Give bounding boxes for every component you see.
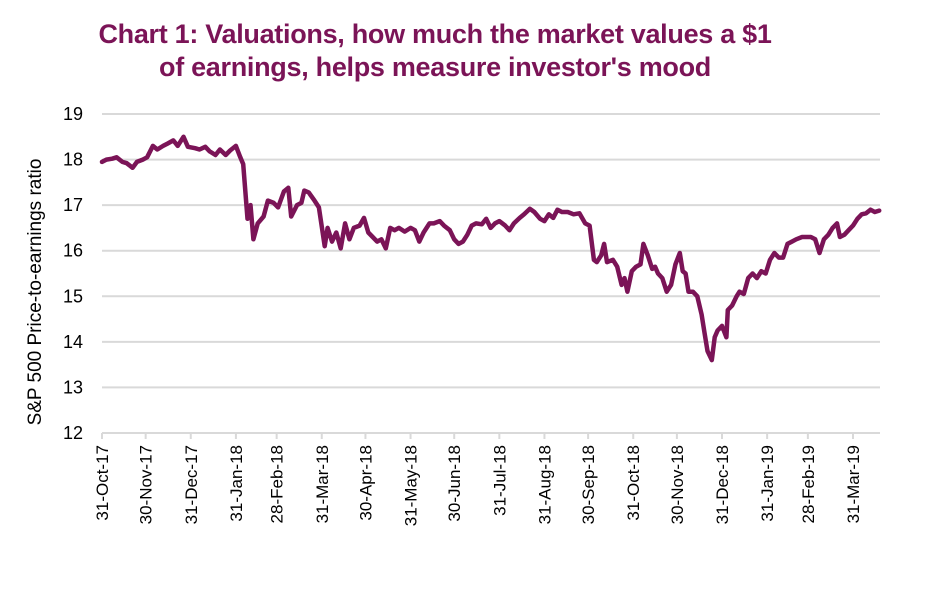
x-axis-tick-labels: 31-Oct-17 30-Nov-17 31-Dec-17 31-Jan-18 28-F… bbox=[93, 445, 863, 526]
chart-title: Chart 1: Valuations, how much the market… bbox=[40, 18, 830, 84]
x-tick-label: 30-Sep-18 bbox=[579, 445, 598, 524]
y-axis-tick-labels: 12 13 14 15 16 17 18 19 bbox=[63, 104, 83, 443]
y-tick-label-17: 17 bbox=[63, 195, 83, 215]
x-tick-label: 30-Jun-18 bbox=[445, 445, 464, 522]
gridlines bbox=[102, 113, 880, 389]
y-tick-label-19: 19 bbox=[63, 104, 83, 124]
x-tick-label: 31-Oct-18 bbox=[624, 445, 643, 521]
chart-title-line-1: Chart 1: Valuations, how much the market… bbox=[98, 19, 772, 49]
x-tick-label: 31-Dec-17 bbox=[182, 445, 201, 524]
series-line-pe-ratio bbox=[99, 134, 882, 363]
x-tick-label: 31-Dec-18 bbox=[713, 445, 732, 524]
x-tick-label: 31-Jan-19 bbox=[758, 445, 777, 522]
y-tick-label-15: 15 bbox=[63, 286, 83, 306]
y-tick-label-14: 14 bbox=[63, 332, 83, 352]
x-tick-label: 31-Mar-18 bbox=[313, 445, 332, 523]
x-tick-label: 31-Aug-18 bbox=[535, 445, 554, 524]
x-tick-label: 31-Mar-19 bbox=[844, 445, 863, 523]
x-axis bbox=[101, 432, 880, 439]
series-layer bbox=[99, 134, 882, 363]
y-tick-label-12: 12 bbox=[63, 423, 83, 443]
chart-title-line-2: of earnings, helps measure investor's mo… bbox=[159, 52, 711, 82]
x-tick-label: 28-Feb-18 bbox=[268, 445, 287, 523]
x-tick-label: 30-Apr-18 bbox=[356, 445, 375, 521]
x-tick-label: 30-Nov-17 bbox=[137, 445, 156, 524]
y-tick-label-16: 16 bbox=[63, 241, 83, 261]
x-tick-label: 30-Nov-18 bbox=[668, 445, 687, 524]
y-tick-label-18: 18 bbox=[63, 150, 83, 170]
y-tick-label-13: 13 bbox=[63, 377, 83, 397]
x-tick-label: 31-Jul-18 bbox=[490, 445, 509, 516]
x-tick-label: 31-May-18 bbox=[402, 445, 421, 526]
x-tick-label: 31-Oct-17 bbox=[93, 445, 112, 521]
y-axis-label: S&P 500 Price-to-earnings ratio bbox=[25, 159, 46, 426]
x-tick-label: 28-Feb-19 bbox=[799, 445, 818, 523]
x-tick-label: 31-Jan-18 bbox=[227, 445, 246, 522]
